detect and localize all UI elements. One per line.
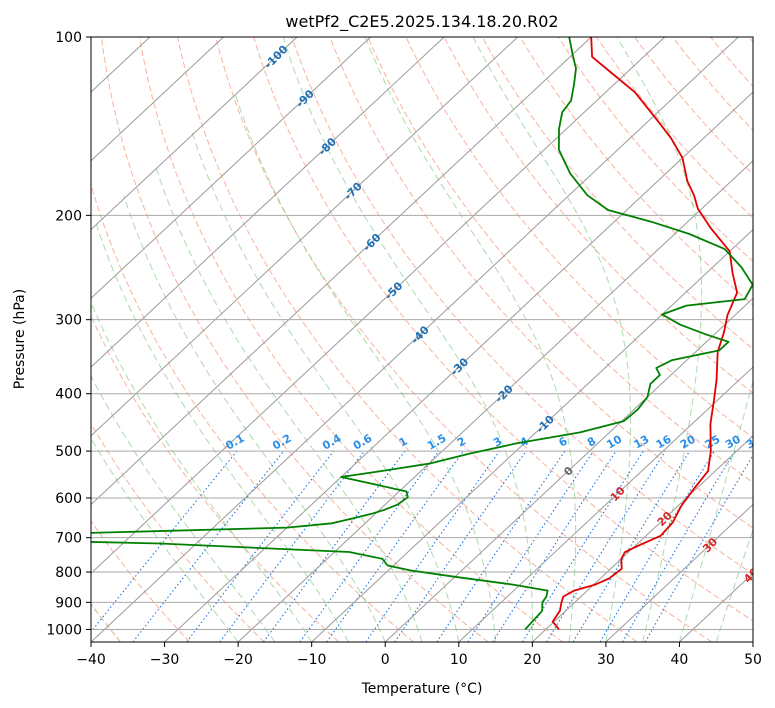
- plot-frame: [90, 36, 754, 643]
- sounding-line: [91, 37, 753, 631]
- moist-adiabat: [282, 37, 533, 642]
- dry-adiabat: [253, 37, 753, 622]
- isotherm: [91, 37, 445, 368]
- mixing-ratio-line: [186, 450, 335, 642]
- y-tick-label: 1000: [46, 622, 82, 638]
- x-tick-label: 0: [381, 652, 390, 668]
- dry-adiabat: [557, 37, 753, 262]
- mixing-ratio-line: [572, 450, 691, 642]
- parcel-curves: [91, 603, 121, 642]
- dry-adiabat: [519, 37, 753, 306]
- dry-adiabat: [91, 183, 414, 642]
- isotherm: [91, 37, 666, 574]
- dry-adiabat: [139, 37, 563, 642]
- dry-adiabat: [329, 37, 753, 529]
- dry-adiabat: [481, 37, 753, 350]
- mixing-ratio-line: [394, 450, 527, 642]
- isotherm: [91, 37, 519, 437]
- isotherm: [164, 91, 753, 642]
- y-axis-label: Pressure (hPa): [12, 289, 28, 389]
- moist-adiabat: [472, 37, 631, 642]
- moist-adiabat: [91, 374, 276, 642]
- isotherm: [91, 37, 592, 506]
- mixing-ratio-line: [644, 454, 753, 642]
- y-tick-label: 200: [55, 208, 82, 224]
- mixing-ratio-line: [299, 450, 440, 642]
- mixing-ratio-line: [492, 450, 617, 642]
- y-axis-ticks: 100 200 300 400 500 600 700 800 900 1000: [46, 30, 91, 638]
- mixing-ratio-line: [132, 450, 285, 642]
- y-tick-label: 800: [55, 565, 82, 581]
- x-axis-label: Temperature (°C): [361, 681, 483, 697]
- dry-adiabats: [91, 37, 753, 642]
- mixing-ratio-line: [326, 450, 464, 642]
- isotherm: [531, 435, 753, 642]
- isotherm: [605, 503, 753, 642]
- dry-adiabat: [367, 37, 753, 484]
- x-tick-label: 50: [744, 652, 762, 668]
- dry-adiabat: [595, 37, 753, 219]
- mixing-ratio-line: [91, 450, 238, 633]
- isotherm-label: 40: [741, 565, 761, 585]
- moist-adiabats: [91, 37, 753, 642]
- mixing-ratio-label: 36: [744, 432, 764, 451]
- dry-adiabat: [443, 37, 753, 394]
- dry-adiabat: [215, 37, 713, 642]
- moist-adiabat: [715, 528, 753, 642]
- isobars: [91, 37, 753, 630]
- y-tick-label: 900: [55, 595, 82, 611]
- dry-adiabat: [291, 37, 753, 575]
- isotherm: [384, 297, 753, 642]
- isotherms: [91, 37, 753, 642]
- sounding-profiles: [91, 37, 753, 631]
- dry-adiabat: [634, 37, 753, 175]
- dry-adiabat: [177, 37, 638, 642]
- dry-adiabat: [91, 520, 191, 642]
- x-tick-label: 40: [671, 652, 689, 668]
- isotherm: [91, 37, 298, 231]
- moist-adiabat: [364, 37, 577, 642]
- dry-adiabat: [91, 422, 265, 642]
- y-tick-label: 300: [55, 313, 82, 329]
- moist-adiabat: [94, 221, 349, 642]
- x-tick-label: −30: [150, 652, 180, 668]
- x-tick-label: −20: [223, 652, 253, 668]
- x-tick-label: 30: [597, 652, 615, 668]
- x-axis-ticks: −40 −30 −20 −10 0 10 20 30 40 50: [76, 642, 762, 668]
- y-tick-label: 500: [55, 444, 82, 460]
- isotherm: [91, 37, 224, 162]
- y-tick-label: 600: [55, 491, 82, 507]
- x-tick-label: −10: [297, 652, 327, 668]
- chart-title: wetPf2_C2E5.2025.134.18.20.R02: [285, 12, 558, 32]
- plot-area: 0.10.20.40.611.52346810131620253036-100-…: [91, 37, 764, 642]
- moist-adiabat: [91, 301, 313, 642]
- x-tick-label: −40: [76, 652, 106, 668]
- x-tick-label: 20: [523, 652, 541, 668]
- x-tick-label: 10: [450, 652, 468, 668]
- y-tick-label: 400: [55, 387, 82, 403]
- isotherm: [237, 160, 753, 642]
- moist-adiabat: [191, 132, 460, 642]
- moist-adiabat: [234, 94, 497, 642]
- isotherm: [91, 37, 371, 299]
- sounding-line: [551, 37, 738, 630]
- mixing-ratio-line: [599, 450, 715, 642]
- isotherm: [311, 228, 753, 642]
- moist-adiabat: [616, 37, 703, 642]
- parcel-curve: [91, 603, 121, 642]
- y-tick-label: 100: [55, 30, 82, 46]
- moist-adiabat: [154, 165, 423, 642]
- mixing-ratio-line: [365, 450, 500, 642]
- isotherm: [91, 37, 739, 642]
- dry-adiabat: [100, 37, 489, 642]
- y-tick-label: 700: [55, 531, 82, 547]
- isotherm: [458, 366, 753, 642]
